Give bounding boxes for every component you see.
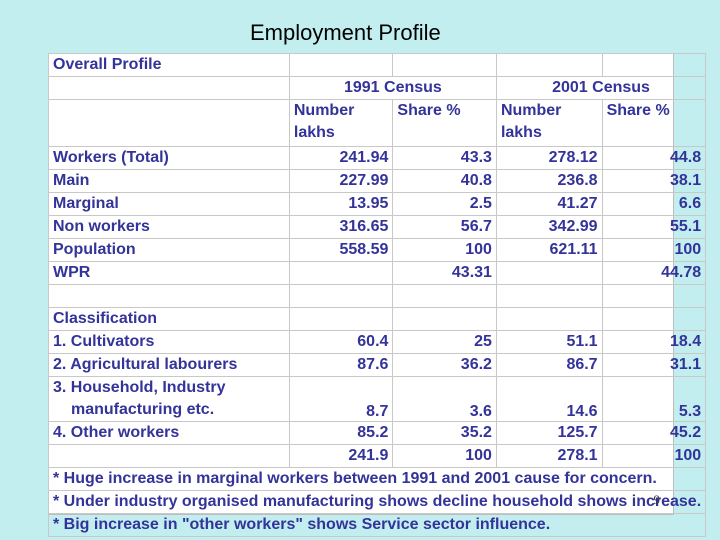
table-row: Non workers 316.65 56.7 342.99 55.1 bbox=[48, 215, 707, 239]
row-label-line1: 3. Household, Industry bbox=[53, 379, 226, 396]
row-label: 4. Other workers bbox=[48, 421, 290, 445]
cell-number-2001: 86.7 bbox=[495, 353, 603, 377]
cell-share-2001: 45.2 bbox=[601, 421, 707, 445]
cell-share-1991: 56.7 bbox=[392, 215, 497, 239]
col-share-2001: Share % bbox=[601, 99, 707, 147]
cell-share-2001: 5.3 bbox=[601, 376, 707, 422]
cell-number-2001: 236.8 bbox=[495, 169, 603, 193]
cell-number-2001: 51.1 bbox=[495, 330, 603, 354]
cell-number-2001: 278.1 bbox=[495, 444, 603, 468]
cell-share-1991: 100 bbox=[392, 238, 497, 262]
cell-share-2001: 38.1 bbox=[601, 169, 707, 193]
note-text: * Under industry organised manufacturing… bbox=[47, 490, 707, 514]
row-label-line2: manufacturing etc. bbox=[71, 401, 215, 418]
table-row: Marginal 13.95 2.5 41.27 6.6 bbox=[48, 192, 707, 216]
spacer-row bbox=[48, 284, 707, 308]
column-header-row: Number lakhs Share % Number lakhs Share … bbox=[48, 99, 707, 147]
cell-share-2001: 31.1 bbox=[601, 353, 707, 377]
cell-share-1991: 35.2 bbox=[392, 421, 497, 445]
employment-table: Overall Profile 1991 Census 2001 Census … bbox=[47, 53, 707, 537]
cell-share-1991: 25 bbox=[392, 330, 497, 354]
cell-share-1991: 100 bbox=[392, 444, 497, 468]
col-number-2001: Number lakhs bbox=[495, 99, 603, 147]
note-row: * Huge increase in marginal workers betw… bbox=[47, 467, 707, 491]
census-header-row: 1991 Census 2001 Census bbox=[48, 76, 707, 100]
cell-number-1991: 85.2 bbox=[288, 421, 394, 445]
cell-number-1991: 13.95 bbox=[288, 192, 394, 216]
cell-share-2001: 44.8 bbox=[601, 146, 707, 170]
cell-share-2001: 44.78 bbox=[601, 261, 707, 285]
cell-number-1991: 60.4 bbox=[288, 330, 394, 354]
row-label bbox=[48, 444, 290, 468]
cell-number-2001: 125.7 bbox=[495, 421, 603, 445]
cell-number-2001: 14.6 bbox=[495, 376, 603, 422]
row-label: Workers (Total) bbox=[48, 146, 290, 170]
table-row: Population 558.59 100 621.11 100 bbox=[48, 238, 707, 262]
section-header-row: Overall Profile bbox=[48, 53, 707, 77]
cell-share-2001: 18.4 bbox=[601, 330, 707, 354]
census-1991-header: 1991 Census bbox=[288, 76, 497, 100]
page-number: 9 bbox=[653, 492, 661, 507]
section-title-classification: Classification bbox=[48, 307, 290, 331]
row-label: 1. Cultivators bbox=[48, 330, 290, 354]
row-label: Marginal bbox=[48, 192, 290, 216]
col-share-1991: Share % bbox=[392, 99, 497, 147]
cell-number-2001 bbox=[495, 261, 603, 285]
row-label: Non workers bbox=[48, 215, 290, 239]
cell-number-2001: 278.12 bbox=[495, 146, 603, 170]
cell-number-2001: 621.11 bbox=[495, 238, 603, 262]
cell-share-1991: 3.6 bbox=[392, 376, 497, 422]
cell-share-2001: 55.1 bbox=[601, 215, 707, 239]
table-row: Main 227.99 40.8 236.8 38.1 bbox=[48, 169, 707, 193]
col-number-1991: Number lakhs bbox=[288, 99, 394, 147]
cell-number-1991: 8.7 bbox=[288, 376, 394, 422]
cell-number-2001: 342.99 bbox=[495, 215, 603, 239]
section-header-row: Classification bbox=[48, 307, 707, 331]
note-row: * Under industry organised manufacturing… bbox=[47, 490, 707, 514]
cell-share-2001: 100 bbox=[601, 238, 707, 262]
cell-share-1991: 36.2 bbox=[392, 353, 497, 377]
cell-number-1991: 227.99 bbox=[288, 169, 394, 193]
cell-number-1991 bbox=[288, 261, 394, 285]
cell-share-2001: 100 bbox=[601, 444, 707, 468]
cell-number-1991: 87.6 bbox=[288, 353, 394, 377]
table-row: 3. Household, Industry manufacturing etc… bbox=[48, 376, 707, 422]
note-text: * Huge increase in marginal workers betw… bbox=[47, 467, 707, 491]
cell-share-1991: 43.3 bbox=[392, 146, 497, 170]
census-2001-header: 2001 Census bbox=[495, 76, 707, 100]
row-label: 2. Agricultural labourers bbox=[48, 353, 290, 377]
total-row: 241.9 100 278.1 100 bbox=[48, 444, 707, 468]
table-row: Workers (Total) 241.94 43.3 278.12 44.8 bbox=[48, 146, 707, 170]
slide-title: Employment Profile bbox=[250, 20, 441, 45]
cell-share-1991: 2.5 bbox=[392, 192, 497, 216]
row-label: Population bbox=[48, 238, 290, 262]
table-row: 1. Cultivators 60.4 25 51.1 18.4 bbox=[48, 330, 707, 354]
row-label: Main bbox=[48, 169, 290, 193]
cell-number-1991: 558.59 bbox=[288, 238, 394, 262]
note-text: * Big increase in "other workers" shows … bbox=[47, 513, 707, 537]
cell-share-1991: 40.8 bbox=[392, 169, 497, 193]
cell-number-1991: 316.65 bbox=[288, 215, 394, 239]
note-row: * Big increase in "other workers" shows … bbox=[47, 513, 707, 537]
cell-number-1991: 241.94 bbox=[288, 146, 394, 170]
cell-share-2001: 6.6 bbox=[601, 192, 707, 216]
table-row: 4. Other workers 85.2 35.2 125.7 45.2 bbox=[48, 421, 707, 445]
section-title-overall: Overall Profile bbox=[48, 53, 290, 77]
cell-number-2001: 41.27 bbox=[495, 192, 603, 216]
row-label: 3. Household, Industry manufacturing etc… bbox=[48, 376, 290, 422]
cell-number-1991: 241.9 bbox=[288, 444, 394, 468]
table-row: WPR 43.31 44.78 bbox=[48, 261, 707, 285]
row-label: WPR bbox=[48, 261, 290, 285]
cell-share-1991: 43.31 bbox=[392, 261, 497, 285]
table-row: 2. Agricultural labourers 87.6 36.2 86.7… bbox=[48, 353, 707, 377]
